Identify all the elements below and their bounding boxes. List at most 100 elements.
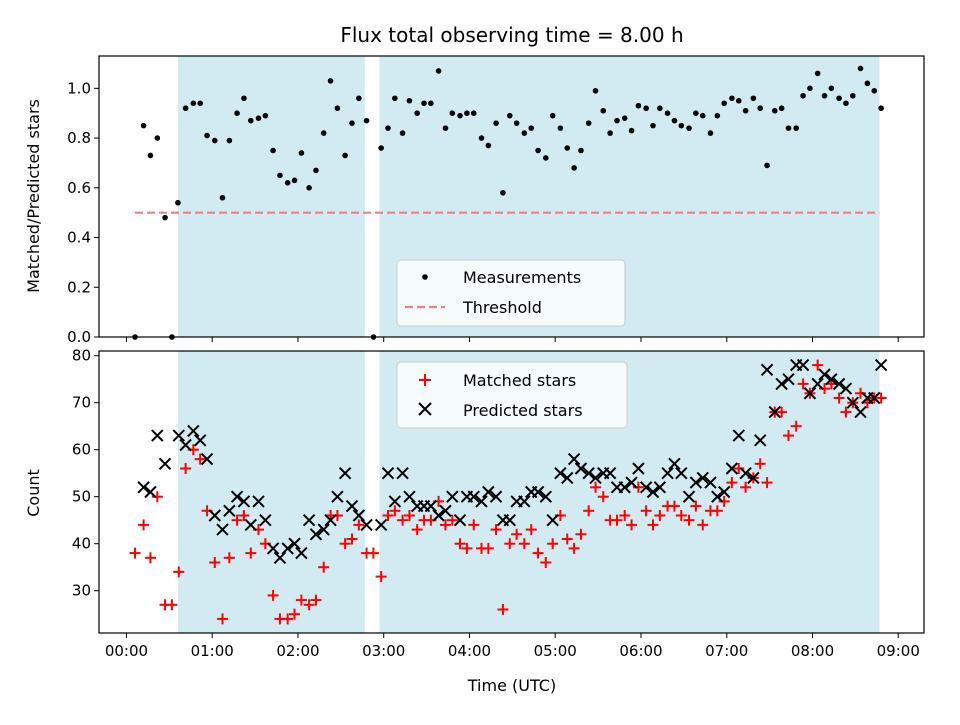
y-tick-label: 0.0 [67,328,91,346]
predicted-star-point [653,481,667,494]
measurement-point [878,105,884,112]
x-axis-label: Time (UTC) [467,676,556,695]
predicted-star-point [717,485,731,499]
measurement-point [571,165,577,171]
predicted-star-point [489,490,503,503]
measurement-point [327,78,334,84]
x-tick-label: 06:00 [619,642,662,660]
predicted-star-point [639,481,653,494]
matched-star-point [840,406,852,418]
x-tick-label: 08:00 [791,642,834,660]
matched-star-point [216,613,228,625]
predicted-star-point [266,542,280,555]
measurement-point [850,92,856,99]
predicted-star-point [768,405,781,419]
predicted-star-point [237,495,251,508]
count-panel-ylabel: Count [24,469,43,517]
ratio-panel-ylabel: Matched/Predicted stars [24,99,43,293]
predicted-star-point [618,481,631,494]
measurement-point [356,95,362,102]
matched-star-point [833,392,845,404]
matched-star-point [303,599,315,611]
measurement-point [204,132,210,139]
x-tick-label: 02:00 [276,642,319,660]
measurement-point [385,125,391,131]
measurement-point [521,130,528,136]
matched-star-point [497,604,509,615]
measurement-point [693,110,699,116]
x-axis-ticks [125,337,899,342]
matched-star-point [403,510,415,521]
measurement-point [699,112,706,119]
predicted-star-point [432,509,445,522]
predicted-star-point [403,490,416,503]
predicted-star-point [345,499,359,513]
legend-label-measurements: Measurements [463,268,581,287]
matched-star-point [289,608,301,620]
matched-star-point [454,538,466,550]
matched-star-point [518,538,530,550]
measurement-point [857,65,864,72]
predicted-star-point [309,528,323,541]
measurement-point [821,92,828,99]
y-tick-label: 0.8 [67,129,91,147]
matched-star-point [382,510,394,521]
predicted-star-point [158,457,172,471]
measurement-point [435,68,442,74]
measurement-point [421,100,427,107]
matched-star-point [540,557,552,568]
measurement-point [247,117,254,124]
predicted-star-point [172,429,185,442]
matched-star-point [318,561,330,573]
measurement-point [291,177,298,184]
measurement-point [378,145,384,151]
legend-label-matched: Matched stars [463,371,576,390]
predicted-star-point [546,513,559,527]
matched-star-point [209,557,221,568]
predicted-star-point [539,490,553,503]
measurement-point [778,105,785,112]
measurement-point [406,97,413,104]
measurement-point [500,189,506,196]
y-axis-ticks: 30 40 50 60 70 80 [72,347,99,600]
x-tick-label: 04:00 [448,642,491,660]
matched-star-point [446,514,458,526]
predicted-star-point [574,462,588,475]
predicted-star-point [288,537,301,550]
matched-star-point [144,552,156,564]
measurement-point [800,92,806,99]
predicted-star-point [223,504,236,518]
observing-windows [177,56,880,337]
measurement-point [607,130,613,136]
predicted-star-point [675,466,688,480]
x-tick-label: 01:00 [191,642,234,660]
y-tick-label: 30 [72,582,91,600]
matched-star-point [790,420,802,432]
measurement-point [442,125,449,131]
measurement-point [614,117,620,124]
measurement-point [864,80,871,87]
matched-star-point [583,505,595,517]
predicted-star-point [696,471,709,485]
x-tick-label: 00:00 [105,642,148,660]
matched-star-point [389,505,401,517]
measurement-point [162,214,168,221]
predicted-star-point [661,466,674,480]
predicted-star-point [453,513,467,527]
predicted-star-point [846,396,860,409]
y-tick-label: 70 [72,394,91,412]
measurement-point [671,117,678,124]
predicted-star-point [782,372,795,386]
predicted-star-point [711,490,724,503]
matched-star-point [783,430,795,442]
measurement-point [334,105,341,112]
legend-marker-matched [419,374,431,386]
predicted-star-point [252,495,265,508]
predicted-star-point [324,513,337,527]
matched-star-point [525,524,537,536]
measurement-point [793,125,800,131]
y-tick-label: 0.2 [67,278,91,296]
predicted-star-point [554,466,567,480]
measurement-point [621,115,628,121]
